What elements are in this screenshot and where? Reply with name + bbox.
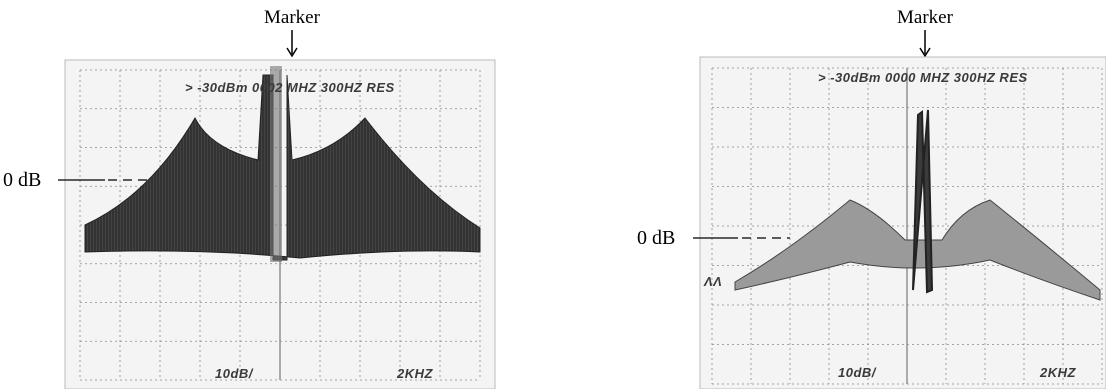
left-marker-arrow-icon bbox=[286, 30, 298, 58]
left-spectrum-trace bbox=[84, 74, 481, 261]
left-marker-line bbox=[270, 66, 282, 262]
right-reference-label: 0 dB bbox=[637, 227, 675, 249]
right-screen-header: > -30dBm 0000 MHZ 300HZ RES bbox=[818, 70, 1028, 85]
right-marker-label: Marker bbox=[897, 7, 954, 28]
left-panel: Marker > -30dBm 0002 MHZ 300HZ RES 10dB/… bbox=[3, 7, 496, 389]
right-carrier-peak bbox=[912, 109, 934, 294]
left-reference-label: 0 dB bbox=[3, 169, 41, 191]
left-screen-scale: 10dB/ bbox=[215, 366, 254, 381]
right-screen-scale: 10dB/ bbox=[838, 365, 877, 380]
left-screen-span: 2KHZ bbox=[396, 366, 434, 381]
right-screen-aa: ΛΛ bbox=[703, 274, 722, 289]
right-marker-arrow-icon bbox=[919, 30, 931, 58]
right-panel: Marker ΛΛ > -30dBm 0000 MHZ 300HZ RES 10… bbox=[637, 7, 1106, 389]
left-marker-label: Marker bbox=[264, 7, 321, 28]
left-screen-header: > -30dBm 0002 MHZ 300HZ RES bbox=[185, 80, 395, 95]
right-screen bbox=[699, 56, 1106, 389]
right-screen-span: 2KHZ bbox=[1039, 365, 1077, 380]
right-spectrum-trace bbox=[734, 199, 1101, 301]
